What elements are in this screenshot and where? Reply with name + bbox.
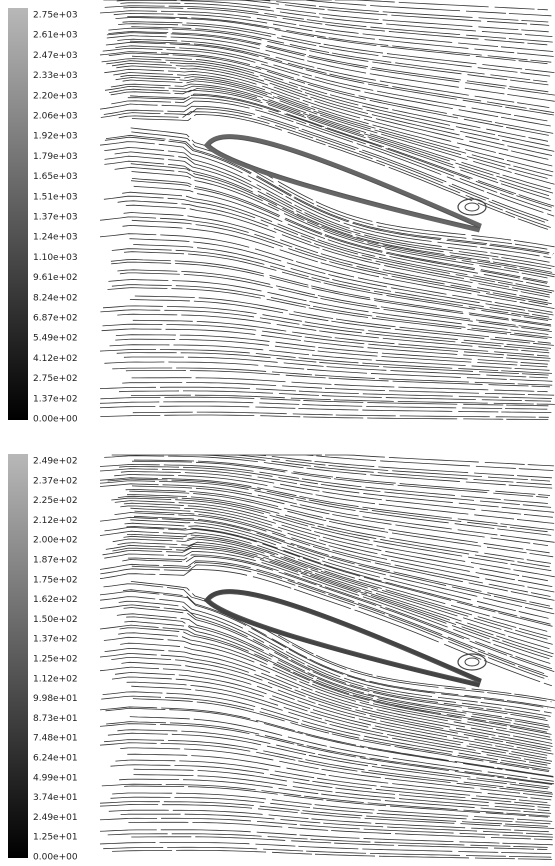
colorbar-label: 2.33e+03 <box>33 71 78 81</box>
colorbar-label: 1.79e+03 <box>33 152 78 162</box>
colorbar-label: 2.12e+02 <box>33 516 78 526</box>
colorbar-label: 9.98e+01 <box>33 694 78 704</box>
colorbar-label: 8.73e+01 <box>33 714 78 724</box>
colorbar-label: 4.99e+01 <box>33 773 78 783</box>
colorbar-label: 2.49e+01 <box>33 813 78 823</box>
colorbar-label: 2.75e+02 <box>33 374 78 384</box>
colorbar-label: 2.06e+03 <box>33 112 78 122</box>
colorbar-label: 1.37e+02 <box>33 394 78 404</box>
colorbar-label: 2.25e+02 <box>33 496 78 506</box>
colorbar-label: 1.51e+03 <box>33 192 78 202</box>
colorbar-label: 1.65e+03 <box>33 172 78 182</box>
colorbar-label: 4.12e+02 <box>33 354 78 364</box>
colorbar-label: 2.37e+02 <box>33 476 78 486</box>
colorbar-label: 1.25e+02 <box>33 655 78 665</box>
colorbar-label: 8.24e+02 <box>33 293 78 303</box>
colorbar-label: 1.87e+02 <box>33 556 78 566</box>
colorbar <box>8 454 28 858</box>
colorbar-label: 2.00e+02 <box>33 536 78 546</box>
colorbar-label: 2.20e+03 <box>33 91 78 101</box>
colorbar <box>8 8 28 420</box>
colorbar-label: 1.75e+02 <box>33 575 78 585</box>
colorbar-label: 6.87e+02 <box>33 314 78 324</box>
colorbar-label: 2.75e+03 <box>33 11 78 21</box>
colorbar-label: 1.62e+02 <box>33 595 78 605</box>
colorbar-label: 1.37e+03 <box>33 213 78 223</box>
screenshot: 2.75e+03 2.61e+03 2.47e+03 2.33e+03 2.20e+03… <box>0 0 555 866</box>
colorbar-label: 1.10e+03 <box>33 253 78 263</box>
colorbar-label: 5.49e+02 <box>33 334 78 344</box>
colorbar-label: 7.48e+01 <box>33 734 78 744</box>
colorbar-label: 1.24e+03 <box>33 233 78 243</box>
colorbar-label: 1.12e+02 <box>33 674 78 684</box>
colorbar-label: 2.47e+03 <box>33 51 78 61</box>
colorbar-label: 1.50e+02 <box>33 615 78 625</box>
colorbar-label: 2.49e+02 <box>33 457 78 467</box>
colorbar-label: 1.25e+01 <box>33 833 78 843</box>
colorbar-label: 1.92e+03 <box>33 132 78 142</box>
colorbar-label: 6.24e+01 <box>33 754 78 764</box>
colorbar-label: 2.61e+03 <box>33 31 78 41</box>
colorbar-label: 1.37e+02 <box>33 635 78 645</box>
colorbar-label: 9.61e+02 <box>33 273 78 283</box>
colorbar-label: 3.74e+01 <box>33 793 78 803</box>
colorbar-label: 0.00e+00 <box>33 853 78 863</box>
colorbar-label: 0.00e+00 <box>33 415 78 425</box>
